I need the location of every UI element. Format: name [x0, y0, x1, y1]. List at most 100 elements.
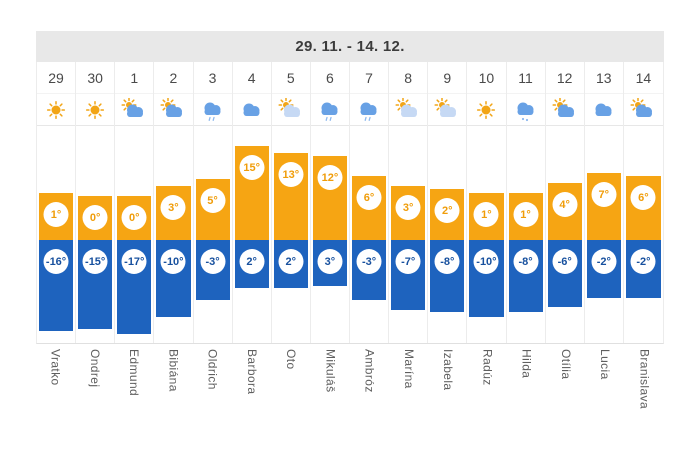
low-temp-value: -2°	[630, 249, 656, 274]
forecast-column[interactable]: 30 0° -15°	[76, 62, 116, 343]
low-temp-value: -7°	[395, 249, 421, 274]
forecast-column[interactable]: 8 3° -7°	[389, 62, 429, 343]
forecast-column[interactable]: 2 3° -10°	[154, 62, 194, 343]
low-temp-bar: -8°	[508, 240, 543, 312]
forecast-column[interactable]: 11 1° -8°	[506, 62, 546, 343]
low-temp-bar: -16°	[39, 240, 74, 331]
low-temp-value: -16°	[43, 249, 69, 274]
low-temp-value: -3°	[200, 249, 226, 274]
sun-cloud-icon	[545, 94, 584, 126]
high-temp-value: 3°	[395, 195, 421, 220]
high-temp-value: 4°	[552, 192, 578, 217]
low-temp-value: -15°	[82, 249, 108, 274]
day-number: 12	[545, 62, 584, 94]
temperature-chart-cell: 3° -7°	[389, 126, 427, 343]
forecast-column[interactable]: 5 13° 2°	[271, 62, 311, 343]
low-temp-bar: -17°	[117, 240, 152, 334]
sun-cloud-icon	[623, 94, 663, 126]
low-temp-bar: -3°	[195, 240, 230, 300]
low-temp-value: 2°	[239, 249, 265, 274]
cloud-icon	[232, 94, 271, 126]
day-number: 4	[232, 62, 271, 94]
forecast-column[interactable]: 3 5° -3°	[193, 62, 233, 343]
high-temp-bar: 13°	[273, 153, 308, 240]
high-temp-value: 12°	[317, 165, 343, 190]
high-temp-bar: 3°	[156, 186, 191, 240]
forecast-column[interactable]: 1 0° -17°	[115, 62, 155, 343]
forecast-column[interactable]: 10 1° -10°	[467, 62, 507, 343]
low-temp-bar: -6°	[547, 240, 582, 307]
forecast-column[interactable]: 7 6° -3°	[350, 62, 390, 343]
temperature-chart-cell: 0° -15°	[76, 126, 114, 343]
high-temp-value: 1°	[43, 202, 69, 227]
forecast-column[interactable]: 4 15° 2°	[232, 62, 272, 343]
day-number: 3	[193, 62, 232, 94]
high-temp-bar: 0°	[117, 196, 152, 240]
name-day-label: Branislava	[637, 349, 652, 410]
high-temp-value: 3°	[160, 195, 186, 220]
temperature-chart-cell: 7° -2°	[585, 126, 623, 343]
temperature-chart-cell: 0° -17°	[115, 126, 153, 343]
day-number: 14	[623, 62, 663, 94]
date-range-label: 29. 11. - 14. 12.	[295, 38, 405, 55]
day-number: 30	[76, 62, 115, 94]
name-day-label: Hilda	[519, 349, 534, 379]
forecast-column[interactable]: 6 12° 3°	[310, 62, 350, 343]
day-number: 5	[271, 62, 310, 94]
name-day-label: Barbora	[244, 349, 259, 395]
name-day-row: Vratko Ondrej Edmund Bibiána Oldrich Barbora O…	[36, 344, 664, 424]
low-temp-bar: -2°	[586, 240, 621, 298]
name-day-label: Vratko	[48, 349, 63, 386]
forecast-column[interactable]: 12 4° -6°	[545, 62, 585, 343]
day-number: 1	[115, 62, 154, 94]
day-number: 10	[467, 62, 506, 94]
name-day-label: Oto	[284, 349, 299, 370]
temperature-chart-cell: 6° -3°	[350, 126, 388, 343]
high-temp-value: 5°	[200, 188, 226, 213]
cloud-icon	[584, 94, 623, 126]
name-day-label: Bibiána	[166, 349, 181, 392]
low-temp-bar: -7°	[391, 240, 426, 310]
high-temp-bar: 1°	[469, 193, 504, 240]
high-temp-value: 0°	[121, 205, 147, 230]
low-temp-bar: 2°	[273, 240, 308, 288]
high-temp-value: 6°	[356, 185, 382, 210]
forecast-column[interactable]: 14 6° -2°	[623, 62, 663, 343]
low-temp-bar: 3°	[312, 240, 347, 286]
sun-cloud-light-icon	[428, 94, 467, 126]
name-day-label: Ambróz	[362, 349, 377, 393]
low-temp-value: -8°	[434, 249, 460, 274]
low-temp-value: -17°	[121, 249, 147, 274]
temperature-chart-cell: 3° -10°	[154, 126, 192, 343]
temperature-chart-cell: 6° -2°	[624, 126, 663, 343]
sun-cloud-icon	[115, 94, 154, 126]
sun-icon	[76, 94, 115, 126]
day-number: 2	[154, 62, 193, 94]
high-temp-bar: 7°	[586, 173, 621, 240]
forecast-column[interactable]: 9 2° -8°	[428, 62, 468, 343]
sun-cloud-light-icon	[271, 94, 310, 126]
sun-cloud-light-icon	[389, 94, 428, 126]
low-temp-value: -3°	[356, 249, 382, 274]
high-temp-value: 13°	[278, 162, 304, 187]
high-temp-bar: 15°	[234, 146, 269, 240]
high-temp-bar: 1°	[508, 193, 543, 240]
high-temp-bar: 12°	[312, 156, 347, 240]
high-temp-bar: 0°	[78, 196, 113, 240]
high-temp-bar: 6°	[352, 176, 387, 240]
day-number: 8	[389, 62, 428, 94]
high-temp-bar: 4°	[547, 183, 582, 240]
low-temp-bar: -8°	[430, 240, 465, 312]
forecast-widget: 29. 11. - 14. 12. 29 1° -16° 30 0° -15° 1 0° -1…	[36, 31, 664, 424]
high-temp-bar: 2°	[430, 189, 465, 240]
day-number: 11	[506, 62, 545, 94]
forecast-column[interactable]: 29 1° -16°	[37, 62, 77, 343]
high-temp-value: 0°	[82, 205, 108, 230]
high-temp-value: 15°	[239, 155, 265, 180]
high-temp-bar: 5°	[195, 179, 230, 240]
forecast-column[interactable]: 13 7° -2°	[584, 62, 624, 343]
name-day-label: Mikuláš	[323, 349, 338, 393]
high-temp-value: 1°	[473, 202, 499, 227]
temperature-chart-cell: 5° -3°	[194, 126, 232, 343]
low-temp-bar: 2°	[234, 240, 269, 288]
